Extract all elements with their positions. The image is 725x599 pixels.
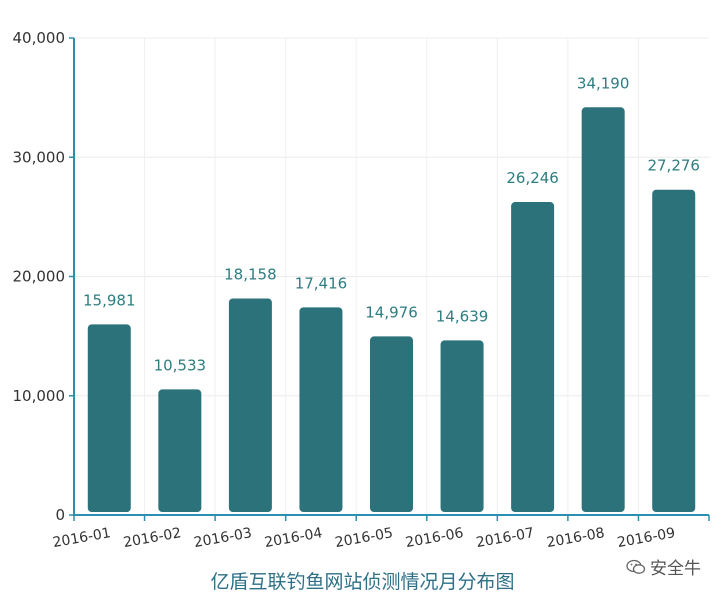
wechat-icon bbox=[626, 559, 646, 574]
y-tick-label: 20,000 bbox=[13, 268, 66, 286]
y-tick-labels: 0 10,000 20,000 30,000 40,000 bbox=[13, 29, 66, 524]
x-tick-label: 2016-05 bbox=[334, 525, 394, 551]
data-label: 10,533 bbox=[154, 356, 207, 374]
x-tick-label: 2016-01 bbox=[52, 525, 112, 551]
bar bbox=[370, 336, 413, 512]
x-tick-label: 2016-07 bbox=[475, 525, 535, 551]
y-tick-label: 10,000 bbox=[13, 387, 66, 405]
axes bbox=[69, 37, 710, 521]
data-label: 27,276 bbox=[647, 157, 700, 175]
data-label: 14,976 bbox=[365, 303, 418, 321]
data-label: 34,190 bbox=[577, 74, 630, 92]
bar bbox=[652, 189, 696, 512]
data-label: 17,416 bbox=[295, 274, 348, 292]
bar bbox=[511, 202, 555, 512]
x-tick-labels: 2016-01 2016-02 2016-03 2016-04 2016-05 2016-… bbox=[52, 525, 677, 551]
watermark-text: 安全牛 bbox=[650, 559, 701, 579]
bars bbox=[87, 107, 696, 513]
data-label: 15,981 bbox=[83, 291, 136, 309]
gridlines bbox=[74, 37, 709, 515]
bar bbox=[87, 324, 131, 512]
x-tick-label: 2016-02 bbox=[122, 525, 182, 551]
watermark: 安全牛 bbox=[624, 554, 703, 579]
data-label: 14,639 bbox=[436, 307, 489, 325]
data-label: 18,158 bbox=[224, 265, 277, 283]
y-tick-label: 0 bbox=[55, 506, 65, 524]
x-tick-label: 2016-04 bbox=[263, 525, 323, 551]
bar bbox=[440, 340, 484, 512]
y-tick-label: 30,000 bbox=[13, 148, 66, 166]
y-tick-label: 40,000 bbox=[13, 29, 66, 47]
data-label: 26,246 bbox=[506, 169, 559, 187]
bar bbox=[581, 107, 625, 513]
bar bbox=[299, 307, 343, 512]
x-tick-label: 2016-09 bbox=[616, 525, 676, 551]
bar bbox=[228, 298, 272, 512]
data-labels: 15,981 10,533 18,158 17,416 14,976 14,639 26,2… bbox=[83, 74, 700, 374]
x-tick-label: 2016-06 bbox=[404, 525, 464, 551]
x-tick-label: 2016-08 bbox=[545, 525, 605, 551]
chart-title: 亿盾互联钓鱼网站侦测情况月分布图 bbox=[210, 571, 515, 593]
x-tick-label: 2016-03 bbox=[193, 525, 253, 551]
bar bbox=[158, 389, 202, 512]
